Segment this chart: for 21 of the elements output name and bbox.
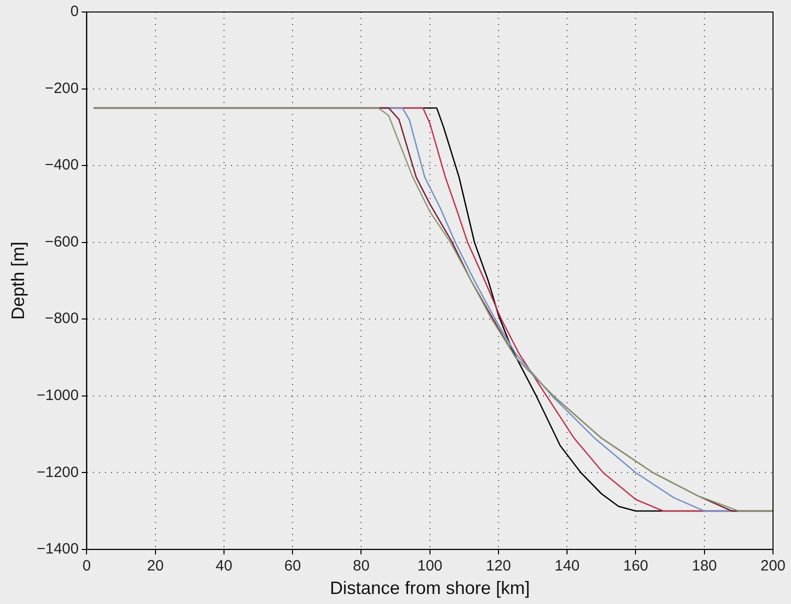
y-tick-label: −600 [44,233,79,250]
y-tick-label: 0 [70,3,79,20]
x-tick-label: 160 [623,558,648,575]
x-tick-label: 200 [760,558,786,575]
x-tick-label: 40 [216,558,232,575]
y-tick-label: −1200 [36,464,79,481]
y-tick-label: −1000 [36,387,79,404]
y-tick-label: −800 [44,310,79,328]
x-axis-title: Distance from shore [km] [330,578,530,598]
x-tick-label: 120 [486,558,512,575]
y-tick-label: −1400 [36,540,79,558]
x-tick-label: 20 [147,558,164,575]
x-tick-label: 100 [417,558,442,575]
x-tick-label: 0 [82,558,91,575]
x-tick-label: 80 [352,558,370,575]
y-axis-title: Depth [m] [8,242,28,320]
y-tick-label: −400 [44,156,79,174]
x-tick-label: 60 [284,558,301,575]
y-tick-label: −200 [44,80,79,97]
x-tick-label: 140 [554,558,580,575]
x-tick-label: 180 [692,558,717,575]
